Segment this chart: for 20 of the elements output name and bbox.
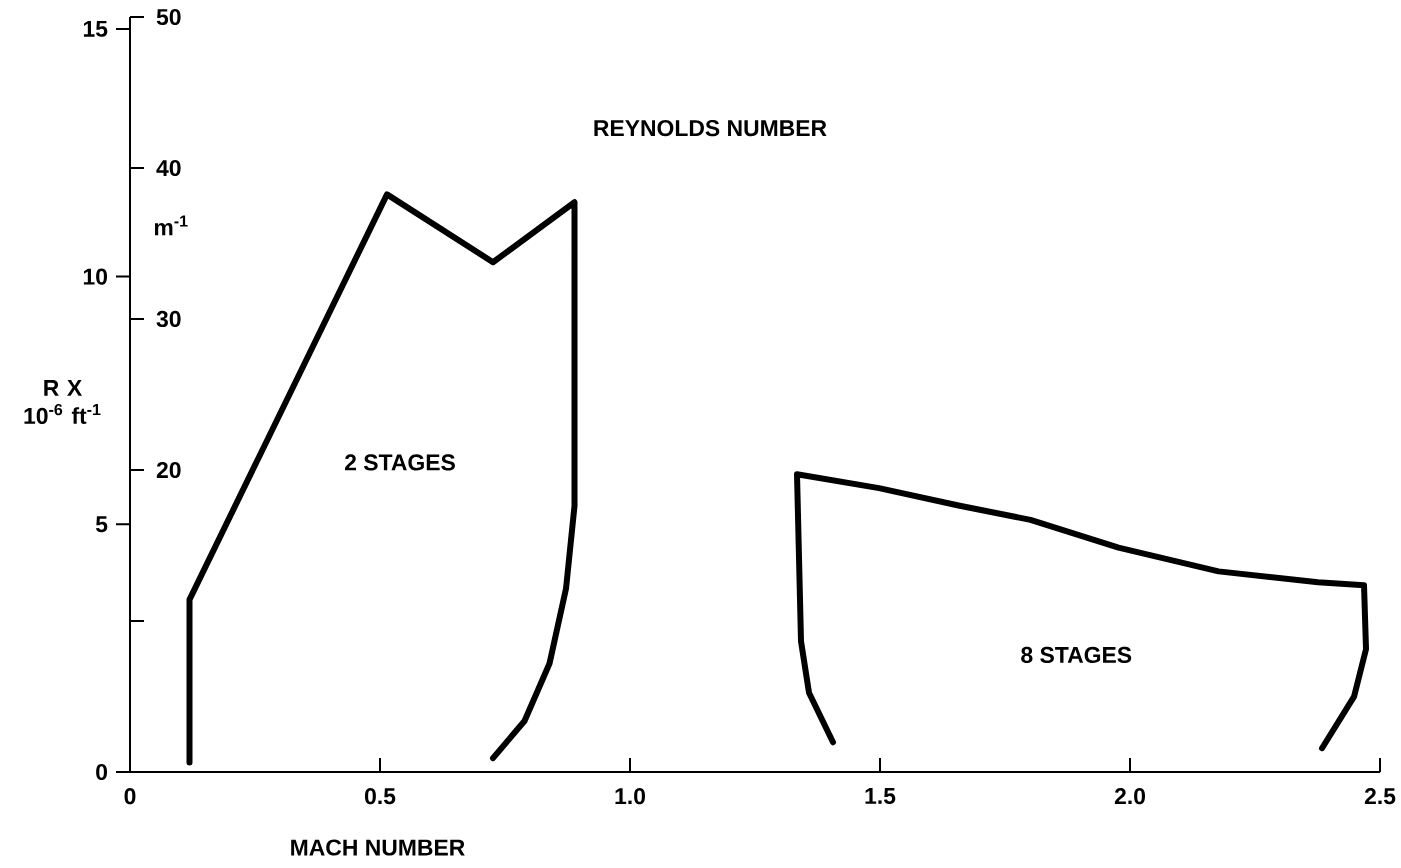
y2-tick-label: 20 <box>156 461 181 479</box>
x-tick-label: 1.0 <box>615 788 645 805</box>
y2-tick-label: 40 <box>156 159 181 177</box>
x-tick-label: 0 <box>124 788 136 805</box>
annotation: 8 STAGES <box>1021 646 1132 664</box>
y-tick-label: 10 <box>83 268 108 285</box>
x-tick-label: 1.5 <box>865 788 896 805</box>
y-tick-label: 0 <box>96 763 108 781</box>
x-tick-label: 0.5 <box>364 788 396 805</box>
y2-tick-label: 50 <box>156 8 181 26</box>
text: REYNOLDS NUMBER <box>594 119 827 137</box>
x-tick-label: 2.5 <box>1364 788 1396 805</box>
y2-tick-label: 30 <box>156 310 181 328</box>
y2-axis-title: m$^{-1}$ <box>154 215 188 236</box>
y-tick-label: 15 <box>83 20 108 37</box>
annotation: 2 STAGES <box>344 454 455 471</box>
x-axis-title: MACH NUMBER <box>291 839 465 856</box>
y-axis-title: R X 10$^{-6}$ ft$^{-1}$ <box>24 380 101 424</box>
y-tick-label: 5 <box>95 516 108 533</box>
x-tick-label: 2.0 <box>1114 788 1146 805</box>
